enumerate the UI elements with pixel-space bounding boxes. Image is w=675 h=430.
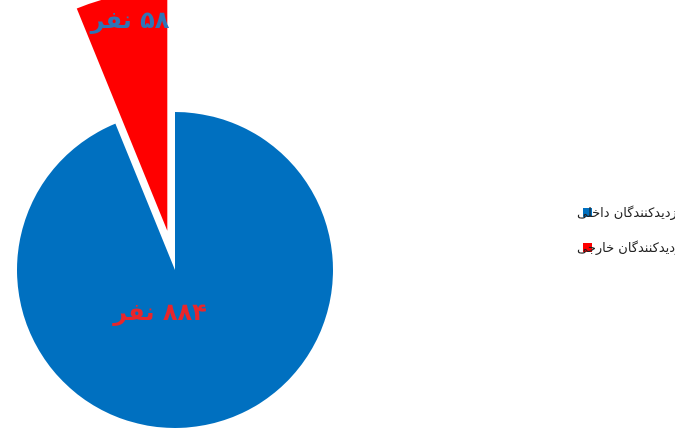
chart-legend: بازدیدکنندگان داخلی بازدیدکنندگان خارجی [577,205,675,256]
pie-slice-foreign [76,0,168,231]
pie-slice-domestic [16,112,333,429]
pie-slices [16,0,333,429]
legend-label-foreign: بازدیدکنندگان خارجی [577,240,675,256]
legend-swatch-domestic [583,208,592,217]
legend-swatch-foreign [583,243,592,252]
pie-data-labels: ۸۸۴ نفر ۵۸ نفر [90,6,207,326]
data-label-foreign: ۵۸ نفر [90,6,170,34]
data-label-domestic: ۸۸۴ نفر [112,298,207,326]
legend-label-domestic: بازدیدکنندگان داخلی [577,205,675,221]
